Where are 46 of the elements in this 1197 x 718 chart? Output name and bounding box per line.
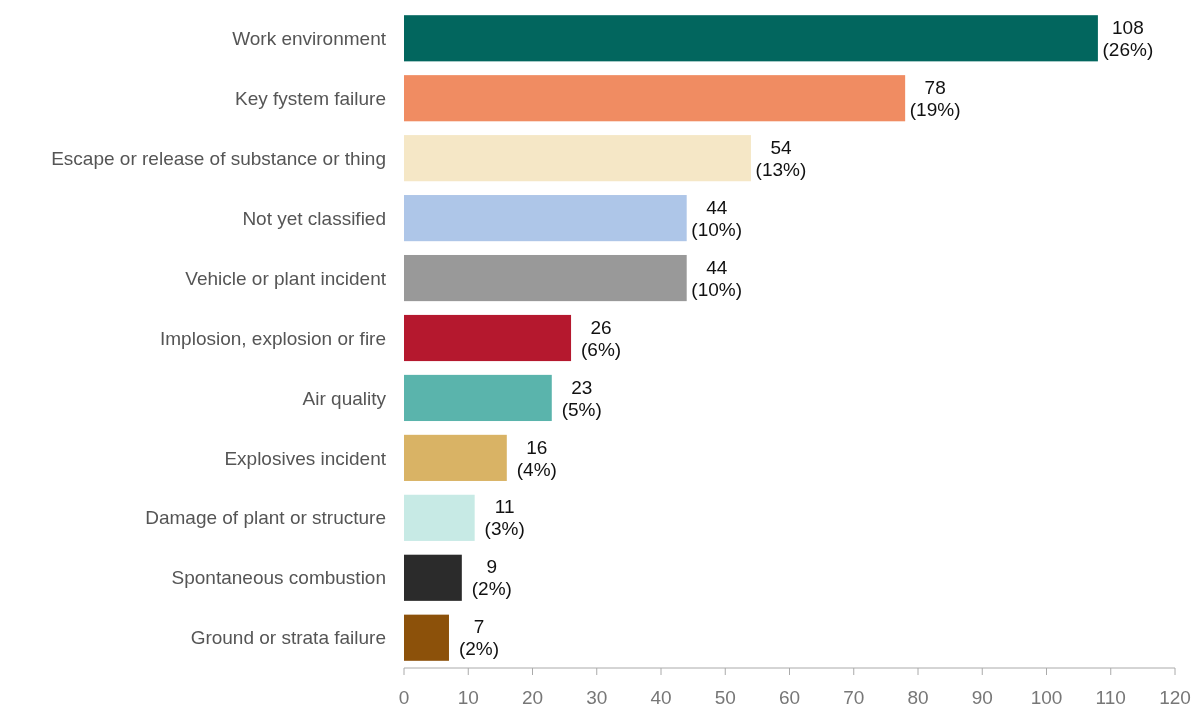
y-tick-label: Ground or strata failure xyxy=(190,627,386,649)
data-label: 26 (6%) xyxy=(580,316,622,360)
bar xyxy=(404,314,572,362)
data-label: 108 (26%) xyxy=(1102,16,1154,60)
y-tick-label: Implosion, explosion or fire xyxy=(160,327,386,349)
y-tick-label: Air quality xyxy=(302,387,387,409)
bar xyxy=(404,614,449,661)
bar xyxy=(404,75,906,122)
data-label: 16 (4%) xyxy=(516,436,557,480)
data-label: 44 (10%) xyxy=(691,256,743,300)
data-label: 7 (2%) xyxy=(458,616,500,660)
x-tick-label: 120 xyxy=(1159,687,1191,708)
y-tick-label: Damage of plant or structure xyxy=(145,507,386,529)
data-label: 44 (10%) xyxy=(691,196,743,240)
bar xyxy=(404,494,475,541)
x-tick-label: 10 xyxy=(457,687,479,708)
x-tick-label: 80 xyxy=(907,687,929,708)
data-label: 54 (13%) xyxy=(755,136,807,180)
bar xyxy=(404,434,507,481)
x-tick-label: 30 xyxy=(586,687,608,708)
x-tick-label: 40 xyxy=(650,687,672,708)
bar xyxy=(404,135,751,182)
y-tick-label: Work environment xyxy=(232,27,387,49)
y-tick-label: Not yet classified xyxy=(242,207,386,229)
bar xyxy=(404,15,1098,62)
x-tick-label: 50 xyxy=(714,687,736,708)
bar xyxy=(404,195,687,242)
data-label: 78 (19%) xyxy=(909,76,961,120)
x-tick-label: 90 xyxy=(971,687,993,708)
y-tick-label: Escape or release of substance or thing xyxy=(51,147,386,169)
y-tick-label: Spontaneous combustion xyxy=(171,567,386,589)
y-tick-label: Vehicle or plant incident xyxy=(185,267,387,289)
bar xyxy=(404,554,462,601)
data-label: 11 (3%) xyxy=(484,496,525,540)
data-label: 23 (5%) xyxy=(561,376,602,420)
x-tick-label: 70 xyxy=(843,687,865,708)
bar xyxy=(404,254,687,302)
y-tick-label: Key fystem failure xyxy=(235,87,386,109)
x-tick-label: 60 xyxy=(778,687,801,708)
x-tick-label: 20 xyxy=(521,687,544,708)
x-tick-label: 100 xyxy=(1030,687,1063,708)
x-tick-label: 110 xyxy=(1095,687,1126,708)
data-label: 9 (2%) xyxy=(471,556,512,600)
bar xyxy=(404,374,552,422)
y-tick-label: Explosives incident xyxy=(224,447,387,469)
x-tick-label: 0 xyxy=(398,687,410,708)
